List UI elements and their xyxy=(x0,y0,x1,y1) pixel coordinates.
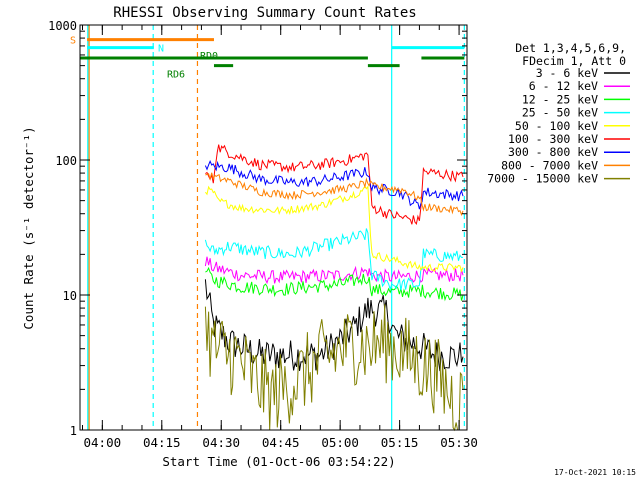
series-line xyxy=(205,266,464,302)
legend-header-line: FDecim 1, Att 0 xyxy=(522,54,626,68)
legend-label: 6 - 12 keV xyxy=(529,79,598,93)
x-tick-label: 04:45 xyxy=(262,435,300,450)
y-axis-label: Count Rate (s⁻¹ detector⁻¹) xyxy=(21,126,36,329)
series-line xyxy=(204,160,464,210)
series-line xyxy=(204,304,464,432)
x-tick-label: 04:30 xyxy=(202,435,240,450)
y-tick-label: 10 xyxy=(63,289,77,303)
series-line xyxy=(205,185,464,273)
x-tick-label: 05:30 xyxy=(440,435,478,450)
axes: 1 10 100 1000 04:00 04:15 04:30 04:45 05:00 05:15… xyxy=(48,19,478,450)
series-line xyxy=(205,144,464,226)
legend-label: 800 - 7000 keV xyxy=(501,158,598,172)
series-line xyxy=(204,279,464,372)
series-line xyxy=(205,172,464,217)
legend-label: 300 - 800 keV xyxy=(508,145,598,159)
legend: Det 1,3,4,5,6,9,FDecim 1, Att 03 - 6 keV… xyxy=(487,41,630,186)
x-tick-label: 04:15 xyxy=(143,435,181,450)
flag-label-n: N xyxy=(158,44,164,55)
legend-label: 12 - 25 keV xyxy=(522,92,598,106)
series-line xyxy=(204,228,464,291)
x-axis-label: Start Time (01-Oct-06 03:54:22) xyxy=(162,454,395,469)
legend-label: 50 - 100 keV xyxy=(515,119,598,133)
y-tick-label: 1 xyxy=(70,424,77,438)
footer-timestamp: 17-Oct-2021 10:15 xyxy=(554,468,636,477)
flag-label-s: S xyxy=(70,36,76,47)
chart-title: RHESSI Observing Summary Count Rates xyxy=(113,5,416,21)
x-tick-label: 04:00 xyxy=(84,435,122,450)
legend-label: 100 - 300 keV xyxy=(508,132,598,146)
legend-header-line: Det 1,3,4,5,6,9, xyxy=(515,41,626,55)
legend-label: 25 - 50 keV xyxy=(522,106,598,120)
flag-label-rd6: RD6 xyxy=(167,70,185,81)
flag-label-rd0: RD0 xyxy=(200,51,218,62)
legend-label: 7000 - 15000 keV xyxy=(487,172,598,186)
plot-area: S N RD0 RD6 xyxy=(70,25,465,432)
x-tick-label: 05:00 xyxy=(321,435,359,450)
plot-frame xyxy=(79,24,468,431)
y-tick-label: 100 xyxy=(55,154,77,168)
legend-label: 3 - 6 keV xyxy=(536,66,598,80)
y-tick-label: 1000 xyxy=(48,19,77,33)
x-tick-label: 05:15 xyxy=(381,435,419,450)
